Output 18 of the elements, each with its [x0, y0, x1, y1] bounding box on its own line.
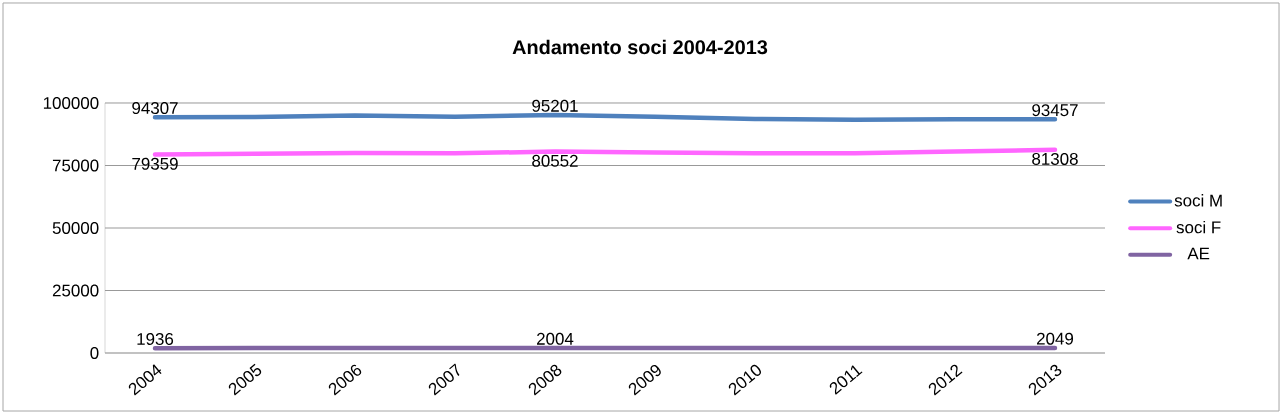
data-label: 95201 [532, 99, 578, 112]
y-tick-label: 75000 [52, 159, 99, 172]
y-tick-label: 25000 [52, 284, 99, 297]
legend-label: AE [1187, 247, 1210, 260]
data-label: 79359 [132, 157, 178, 170]
data-label: 1936 [137, 332, 174, 345]
data-label: 80552 [532, 154, 578, 167]
y-tick-label: 50000 [52, 222, 99, 234]
data-label: 2004 [537, 332, 574, 345]
legend-label: soci F [1176, 220, 1221, 234]
y-tick-label: 100000 [43, 97, 99, 109]
data-label: 94307 [132, 102, 178, 115]
data-label: 93457 [1032, 104, 1078, 117]
legend-label: soci M [1174, 194, 1222, 207]
data-label: 81308 [1032, 152, 1078, 165]
chart-title: Andamento soci 2004-2013 [512, 39, 768, 55]
data-label: 2049 [1037, 332, 1074, 345]
y-tick-label: 0 [90, 347, 99, 359]
